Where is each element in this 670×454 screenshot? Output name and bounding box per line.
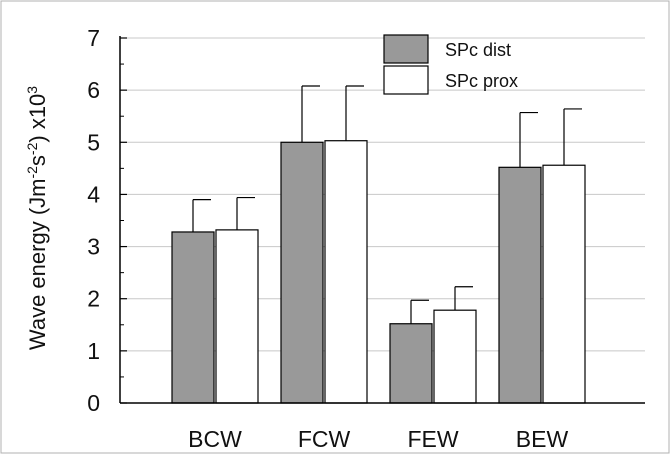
- x-tick-label: BCW: [188, 426, 242, 452]
- bar: [171, 231, 215, 404]
- bars-layer: [171, 140, 586, 404]
- y-tick-label: 3: [87, 234, 100, 260]
- y-tick-label: 7: [87, 25, 100, 51]
- x-tick-label: BEW: [516, 426, 569, 452]
- y-tick-label: 5: [87, 129, 100, 155]
- legend-swatch-spc-dist: [383, 34, 429, 64]
- y-axis-label: Wave energy (Jm-2s-2) x103: [24, 86, 50, 350]
- x-tick-label: FEW: [407, 426, 458, 452]
- bar: [324, 140, 368, 404]
- legend-swatch-spc-prox: [383, 65, 429, 95]
- bar: [498, 166, 542, 404]
- y-tick-label: 4: [87, 181, 100, 207]
- y-tick-label: 2: [87, 286, 100, 312]
- y-ticks: 0 1 2 3 4 5 6 7: [87, 25, 127, 416]
- bar: [280, 141, 324, 404]
- legend-label-spc-dist: SPc dist: [445, 40, 511, 60]
- error-bars-layer: [192, 85, 582, 324]
- y-tick-label: 6: [87, 77, 100, 103]
- x-tick-label: FCW: [298, 426, 351, 452]
- x-ticks: BCW FCW FEW BEW: [188, 426, 568, 452]
- y-tick-label: 1: [87, 338, 100, 364]
- bar: [542, 164, 586, 404]
- bar: [215, 229, 259, 404]
- bar: [433, 309, 477, 404]
- y-tick-label: 0: [87, 390, 100, 416]
- bar: [389, 323, 433, 404]
- legend-label-spc-prox: SPc prox: [445, 71, 518, 91]
- legend: SPc dist SPc prox: [383, 34, 518, 95]
